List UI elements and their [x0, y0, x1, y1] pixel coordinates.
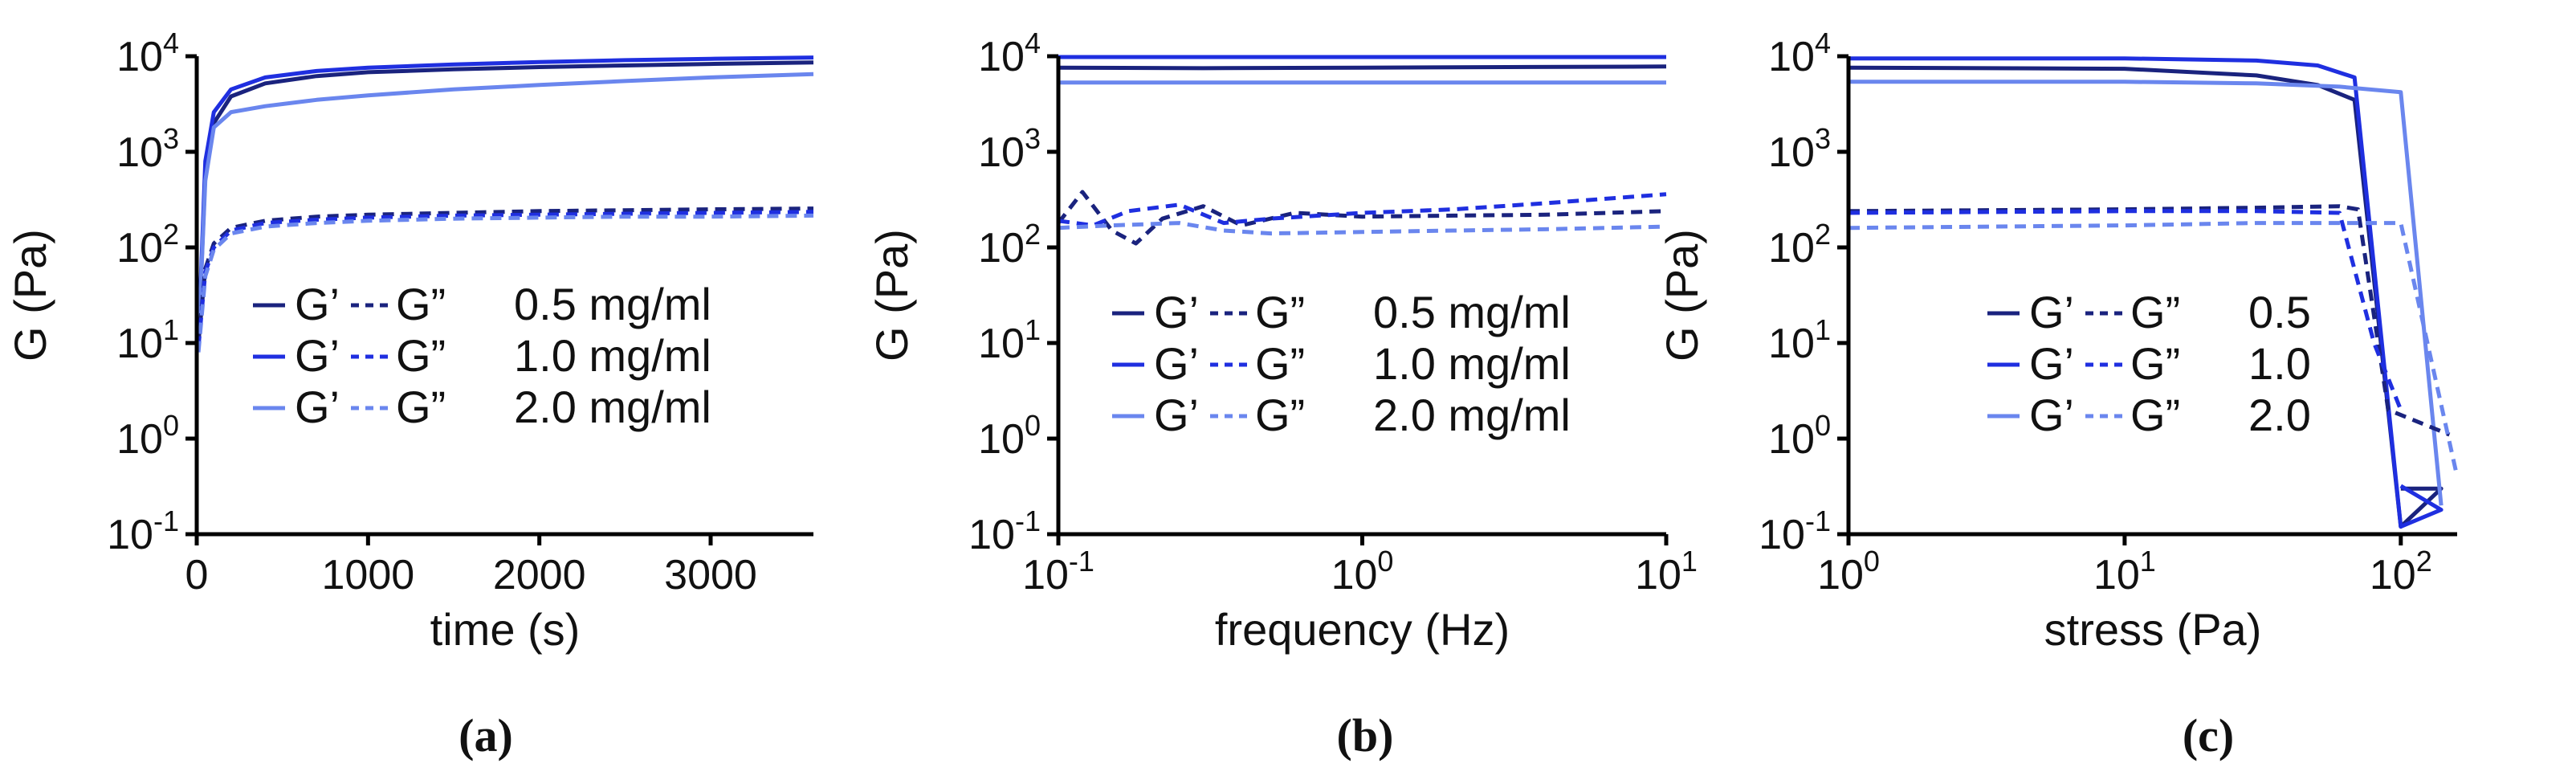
x-axis-label: frequency (Hz): [1215, 604, 1510, 655]
legend-concentration: 1.0 mg/ml: [1373, 338, 1571, 389]
series-group: [197, 55, 814, 353]
legend-concentration: 0.5: [2248, 287, 2311, 337]
x-tick-label: 1000: [321, 552, 414, 598]
storage-modulus-line-c05: [1848, 65, 2444, 529]
legend-g-double-prime: G”: [1255, 390, 1305, 440]
legend-g-double-prime: G”: [396, 330, 446, 381]
loss-modulus-line-c20: [197, 213, 814, 353]
y-tick-label: 10-1: [107, 504, 179, 558]
legend-g-prime: G’: [2029, 338, 2074, 389]
y-tick-label: 104: [1768, 27, 1831, 80]
loss-modulus-line-c05: [197, 206, 814, 344]
legend-concentration: 0.5 mg/ml: [1373, 287, 1571, 337]
y-tick-label: 100: [116, 409, 179, 463]
y-tick-label: 101: [1768, 313, 1831, 367]
legend: G’ G” 0.5 mg/ml G’ G” 1.0 mg/ml G’ G” 2.0 mg/ml: [1112, 287, 1571, 440]
storage-modulus-line-c10: [1848, 56, 2444, 529]
y-tick-label: 103: [978, 122, 1041, 176]
y-tick-label: 101: [116, 313, 179, 367]
storage-modulus-line-c20: [1848, 80, 2444, 506]
y-tick-label: 101: [978, 313, 1041, 367]
legend: G’ G” 0.5 mg/ml G’ G” 1.0 mg/ml G’ G” 2.0 mg/ml: [253, 279, 711, 432]
y-tick-label: 103: [116, 122, 179, 176]
x-tick-label: 2000: [493, 552, 586, 598]
y-tick-label: 102: [978, 218, 1041, 272]
y-axis-label: G (Pa): [866, 229, 917, 361]
legend-g-prime: G’: [295, 382, 340, 432]
x-tick-label: 102: [2370, 545, 2432, 598]
legend-g-double-prime: G”: [1255, 287, 1305, 337]
x-tick-label: 101: [1635, 545, 1698, 598]
y-axis-label: G (Pa): [1657, 229, 1707, 361]
y-tick-label: 102: [1768, 218, 1831, 272]
x-tick-label: 101: [2093, 545, 2156, 598]
legend-concentration: 1.0: [2248, 338, 2311, 389]
y-axis-label: G (Pa): [5, 229, 55, 361]
loss-modulus-line-c20: [1058, 221, 1667, 236]
y-tick-label: 100: [1768, 409, 1831, 463]
x-tick-label: 100: [1817, 545, 1880, 598]
axis-frame: [1056, 56, 1666, 537]
series-group: [1058, 55, 1667, 246]
legend-concentration: 0.5 mg/ml: [514, 279, 711, 329]
legend-concentration: 1.0 mg/ml: [514, 330, 711, 381]
loss-modulus-line-c05: [1058, 190, 1667, 246]
legend-g-double-prime: G”: [1255, 338, 1305, 389]
x-tick-label: 100: [1331, 545, 1394, 598]
legend-g-double-prime: G”: [2130, 287, 2180, 337]
panel-label-c: (c): [2183, 709, 2234, 762]
loss-modulus-line-c10: [1848, 209, 2403, 411]
x-tick-label: 0: [185, 552, 209, 598]
legend-g-prime: G’: [295, 279, 340, 329]
x-axis-label: stress (Pa): [2044, 604, 2262, 655]
legend-g-prime: G’: [2029, 390, 2074, 440]
y-tick-label: 104: [116, 27, 179, 80]
x-tick-label: 10-1: [1022, 545, 1094, 598]
legend-g-prime: G’: [1154, 390, 1199, 440]
legend-concentration: 2.0 mg/ml: [514, 382, 711, 432]
loss-modulus-line-c10: [197, 210, 814, 348]
y-tick-label: 103: [1768, 122, 1831, 176]
legend-g-prime: G’: [295, 330, 340, 381]
legend-g-double-prime: G”: [2130, 390, 2180, 440]
series-group: [1848, 56, 2460, 529]
loss-modulus-line-c05: [1848, 204, 2451, 437]
legend-g-prime: G’: [1154, 338, 1199, 389]
axis-frame: [194, 56, 813, 537]
y-tick-label: 102: [116, 218, 179, 272]
loss-modulus-line-c20: [1848, 221, 2460, 477]
legend-g-double-prime: G”: [2130, 338, 2180, 389]
panel-a: (a) 10-1 100 101 102 103 104 0 1000 2000 3000 time…: [5, 27, 814, 762]
legend-g-double-prime: G”: [396, 382, 446, 432]
loss-modulus-line-c10: [1058, 192, 1667, 228]
y-tick-label: 10-1: [968, 504, 1041, 558]
y-tick-label: 100: [978, 409, 1041, 463]
legend-concentration: 2.0 mg/ml: [1373, 390, 1571, 440]
storage-modulus-line-c10: [197, 55, 814, 344]
y-tick-label: 10-1: [1759, 504, 1831, 558]
x-tick-label: 3000: [664, 552, 757, 598]
legend-g-prime: G’: [1154, 287, 1199, 337]
legend-g-prime: G’: [2029, 287, 2074, 337]
legend-concentration: 2.0: [2248, 390, 2311, 440]
storage-modulus-line-c20: [197, 71, 814, 344]
legend: G’ G” 0.5 G’ G” 1.0 G’ G” 2.0: [1987, 287, 2311, 440]
storage-modulus-line-c05: [1058, 64, 1667, 71]
legend-g-double-prime: G”: [396, 279, 446, 329]
panel-label-b: (b): [1337, 709, 1394, 762]
x-axis-label: time (s): [430, 604, 581, 655]
panel-b: (b) 10-1 100 101 102 103 104 10-1 100 101 frequen…: [866, 27, 1698, 762]
panel-label-a: (a): [459, 709, 513, 762]
y-tick-label: 104: [978, 27, 1041, 80]
